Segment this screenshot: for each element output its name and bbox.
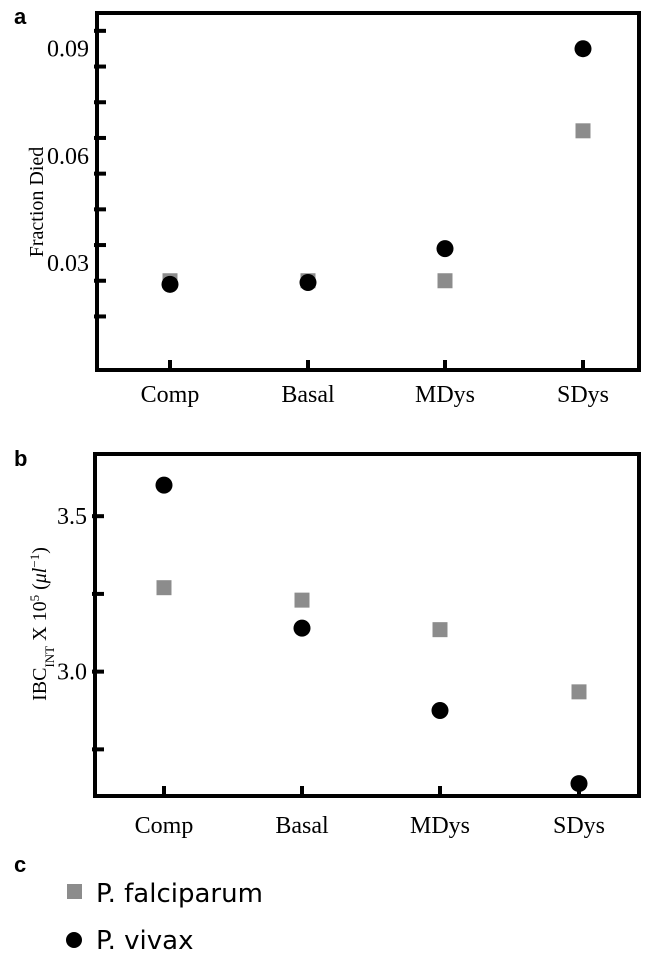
ylabel-b-unit-close: ): [29, 547, 51, 554]
ylabel-b-unit-mu: μl: [29, 567, 51, 584]
y-tick-label: 0.06: [47, 144, 89, 170]
panel-a: a Fraction Died 0.03 0.06 0.09 Comp Basal MD…: [14, 4, 641, 408]
point-falciparum: [437, 273, 453, 289]
y-ticks-b: 3.0 3.5: [57, 504, 104, 752]
x-tick-label: SDys: [557, 382, 609, 408]
x-tick-label: Basal: [275, 813, 329, 839]
point-falciparum: [294, 592, 310, 608]
point-vivax: [431, 702, 449, 719]
y-tick-label: 3.0: [57, 660, 87, 686]
ylabel-b-base: IBC: [29, 668, 51, 701]
plot-frame-a: [95, 11, 641, 372]
ylabel-b-sub: INT: [42, 646, 57, 668]
ylabel-b-unit-open: (: [29, 583, 51, 595]
panel-b: b IBCINT X 105 (μl−1) 3.0 3.5 Comp Basal MD…: [14, 446, 641, 839]
point-vivax: [161, 275, 179, 293]
panel-c-legend: c P. falciparum P. vivax: [14, 852, 263, 956]
point-vivax: [293, 619, 311, 637]
legend-marker-vivax: [66, 932, 82, 948]
point-falciparum: [575, 123, 591, 139]
x-tick-label: Basal: [281, 382, 335, 408]
x-ticks-b: Comp Basal MDys SDys: [135, 786, 605, 839]
plot-frame-b: [93, 452, 641, 798]
panel-letter-a: a: [14, 4, 27, 29]
y-ticks-a: 0.03 0.06 0.09: [47, 28, 106, 319]
x-tick-label: Comp: [141, 382, 200, 408]
x-tick-label: MDys: [415, 382, 475, 408]
legend-label-falciparum: P. falciparum: [96, 879, 263, 909]
point-vivax: [574, 40, 592, 58]
y-tick-label: 0.03: [47, 251, 89, 277]
x-ticks-a: Comp Basal MDys SDys: [141, 360, 609, 408]
x-tick-label: MDys: [410, 813, 470, 839]
legend-marker-falciparum: [67, 884, 82, 899]
x-tick-label: Comp: [135, 813, 194, 839]
panel-letter-b: b: [14, 446, 27, 471]
point-vivax: [436, 240, 454, 258]
point-falciparum: [571, 684, 587, 700]
legend-label-vivax: P. vivax: [96, 926, 193, 956]
y-axis-label-a: Fraction Died: [26, 147, 48, 258]
y-axis-label-b: IBCINT X 105 (μl−1): [27, 547, 57, 701]
point-vivax: [570, 775, 588, 793]
points-b: [155, 476, 588, 793]
point-vivax: [299, 274, 317, 292]
y-tick-label: 0.09: [47, 37, 89, 63]
panel-letter-c: c: [14, 852, 26, 877]
x-tick-label: SDys: [553, 813, 605, 839]
ylabel-b-mid: X 10: [29, 601, 51, 645]
point-vivax: [155, 476, 173, 494]
ylabel-b-unit-exp: −1: [27, 554, 42, 568]
point-falciparum: [432, 622, 448, 638]
ylabel-b-exp: 5: [27, 595, 42, 602]
points-a: [161, 40, 592, 293]
y-tick-label: 3.5: [57, 504, 87, 530]
point-falciparum: [156, 580, 172, 596]
